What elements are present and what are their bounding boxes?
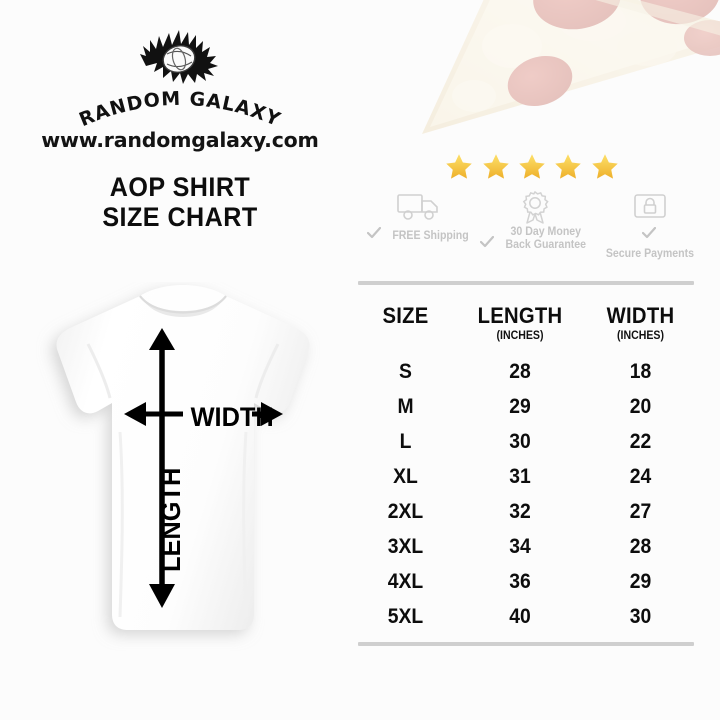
- length-header-text: LENGTH: [477, 303, 563, 328]
- cell-size: L: [399, 429, 412, 453]
- cell-size: 2XL: [387, 499, 424, 523]
- cell-length: 30: [509, 429, 531, 453]
- brand-name-text: RANDOM GALAXY: [76, 88, 283, 131]
- star-filled-icon: [519, 154, 545, 179]
- galaxy-eye-splatter-logo-icon: [140, 30, 218, 84]
- length-header-unit: (INCHES): [496, 330, 544, 342]
- table-row: M 29 20: [358, 389, 694, 424]
- badge-label: 30 Day Money Back Guarantee: [505, 226, 586, 251]
- page-title: AOP SHIRT SIZE CHART: [13, 172, 348, 232]
- star-filled-icon: [592, 154, 618, 179]
- cell-size: 5XL: [387, 604, 424, 628]
- brand-block: RANDOM GALAXY www.randomgalaxy.com AOP S…: [0, 18, 360, 232]
- width-header-unit: (INCHES): [616, 330, 665, 342]
- cell-width: 18: [629, 359, 652, 383]
- cell-size: XL: [393, 464, 418, 488]
- length-label: LENGTH: [155, 468, 186, 572]
- brand-name-arc: RANDOM GALAXY: [76, 88, 284, 131]
- cell-length: 29: [509, 394, 531, 418]
- size-table: SIZE LENGTH (INCHES) WIDTH (INCHES) S 28…: [358, 281, 694, 646]
- table-header-row: SIZE LENGTH (INCHES) WIDTH (INCHES): [358, 285, 694, 346]
- badge-label: FREE Shipping: [392, 230, 469, 243]
- cell-length: 32: [509, 499, 531, 523]
- badge-free-shipping: FREE Shipping: [362, 190, 477, 244]
- check-icon: [641, 226, 656, 244]
- page-title-line1: AOP SHIRT: [109, 172, 251, 202]
- cell-width: 28: [629, 534, 652, 558]
- white-tshirt-front-icon: WIDTH LENGTH: [56, 285, 310, 630]
- badge-secure-payments: Secure Payments: [593, 190, 708, 262]
- column-header-width: WIDTH (INCHES): [587, 303, 694, 342]
- cell-width: 29: [629, 569, 652, 593]
- trust-badges: FREE Shipping 30 Day Money Back Guarante…: [360, 150, 712, 260]
- shirt-diagram: WIDTH LENGTH: [28, 282, 338, 652]
- table-row: S 28 18: [358, 354, 694, 389]
- star-filled-icon: [482, 154, 509, 179]
- column-header-length: LENGTH (INCHES): [453, 303, 587, 342]
- cell-size: 4XL: [387, 569, 424, 593]
- cell-length: 28: [509, 359, 531, 383]
- check-icon: [367, 226, 382, 244]
- table-body: S 28 18 M 29 20 L 30 22 XL 31 24 2XL 32: [358, 346, 694, 642]
- size-header-text: SIZE: [382, 303, 429, 328]
- table-row: 5XL 40 30: [358, 599, 694, 634]
- award-rosette-icon: [522, 190, 549, 224]
- cell-length: 40: [509, 604, 531, 628]
- pepperoni-pizza-slice-icon: [422, 0, 720, 134]
- table-row: L 30 22: [358, 424, 694, 459]
- badge-row: FREE Shipping 30 Day Money Back Guarante…: [360, 184, 712, 262]
- page-title-line2: SIZE CHART: [102, 202, 258, 232]
- star-filled-icon: [555, 154, 582, 179]
- check-icon: [480, 235, 495, 253]
- table-bottom-rule: [358, 642, 694, 646]
- cell-length: 36: [509, 569, 531, 593]
- cell-width: 22: [629, 429, 652, 453]
- cell-length: 34: [509, 534, 531, 558]
- cell-width: 30: [629, 604, 652, 628]
- star-filled-icon: [446, 154, 472, 179]
- table-row: XL 31 24: [358, 459, 694, 494]
- badge-label: Secure Payments: [606, 248, 695, 261]
- cell-width: 27: [629, 499, 652, 523]
- delivery-truck-icon: [396, 194, 438, 220]
- cell-length: 31: [509, 464, 531, 488]
- lock-secure-icon: [634, 194, 667, 218]
- badge-money-back-guarantee: 30 Day Money Back Guarantee: [477, 190, 592, 253]
- brand-url-text: www.randomgalaxy.com: [41, 128, 319, 152]
- table-row: 4XL 36 29: [358, 564, 694, 599]
- table-row: 2XL 32 27: [358, 494, 694, 529]
- pizza-decoration: [392, 0, 720, 151]
- svg-text:RANDOM GALAXY: RANDOM GALAXY: [76, 88, 284, 131]
- column-header-size: SIZE: [358, 303, 453, 329]
- width-header-text: WIDTH: [606, 303, 675, 328]
- cell-width: 24: [629, 464, 652, 488]
- table-row: 3XL 34 28: [358, 529, 694, 564]
- cell-width: 20: [629, 394, 652, 418]
- cell-size: M: [397, 394, 414, 418]
- width-label: WIDTH: [191, 401, 274, 432]
- cell-size: 3XL: [387, 534, 424, 558]
- cell-size: S: [399, 359, 412, 383]
- star-rating: [352, 150, 712, 184]
- table-top-rule: [358, 281, 694, 285]
